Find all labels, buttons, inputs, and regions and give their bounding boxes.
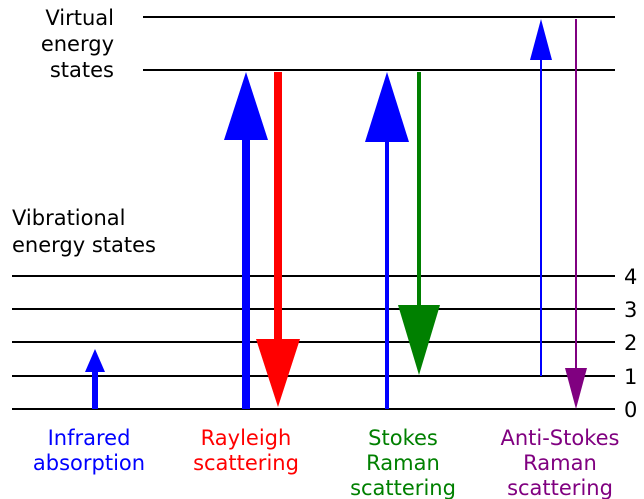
vibrational-states-label-line1: Vibrational bbox=[12, 206, 126, 230]
antistokes-caption: Anti-Stokes Raman scattering bbox=[500, 426, 619, 499]
level-label-0: 0 bbox=[624, 398, 637, 422]
svg-text:Rayleigh: Rayleigh bbox=[201, 426, 292, 450]
svg-text:Infrared: Infrared bbox=[48, 426, 131, 450]
virtual-states-label-line3: states bbox=[50, 58, 114, 82]
stokes-caption: Stokes Raman scattering bbox=[350, 426, 456, 499]
stokes-emission-arrow bbox=[398, 72, 440, 375]
rayleigh-caption: Rayleigh scattering bbox=[193, 426, 299, 475]
virtual-states-label-line2: energy bbox=[41, 32, 114, 56]
svg-text:absorption: absorption bbox=[33, 451, 145, 475]
svg-text:Raman: Raman bbox=[523, 451, 597, 475]
virtual-states-label-line1: Virtual bbox=[45, 6, 114, 30]
infrared-caption: Infrared absorption bbox=[33, 426, 145, 475]
rayleigh-emission-arrow bbox=[256, 72, 300, 407]
antistokes-excitation-arrow bbox=[530, 19, 552, 376]
infrared-absorption-arrow bbox=[85, 349, 105, 409]
stokes-excitation-arrow bbox=[365, 72, 409, 409]
svg-text:scattering: scattering bbox=[193, 451, 299, 475]
svg-text:scattering: scattering bbox=[507, 476, 613, 499]
level-label-2: 2 bbox=[624, 331, 637, 355]
level-label-1: 1 bbox=[624, 365, 637, 389]
svg-text:Anti-Stokes: Anti-Stokes bbox=[500, 426, 619, 450]
level-label-4: 4 bbox=[624, 265, 637, 289]
svg-text:Raman: Raman bbox=[366, 451, 440, 475]
level-label-3: 3 bbox=[624, 298, 637, 322]
rayleigh-excitation-arrow bbox=[224, 72, 268, 409]
svg-text:scattering: scattering bbox=[350, 476, 456, 499]
svg-text:Stokes: Stokes bbox=[368, 426, 438, 450]
vibrational-states-label-line2: energy states bbox=[12, 233, 156, 257]
antistokes-emission-arrow bbox=[565, 19, 587, 409]
